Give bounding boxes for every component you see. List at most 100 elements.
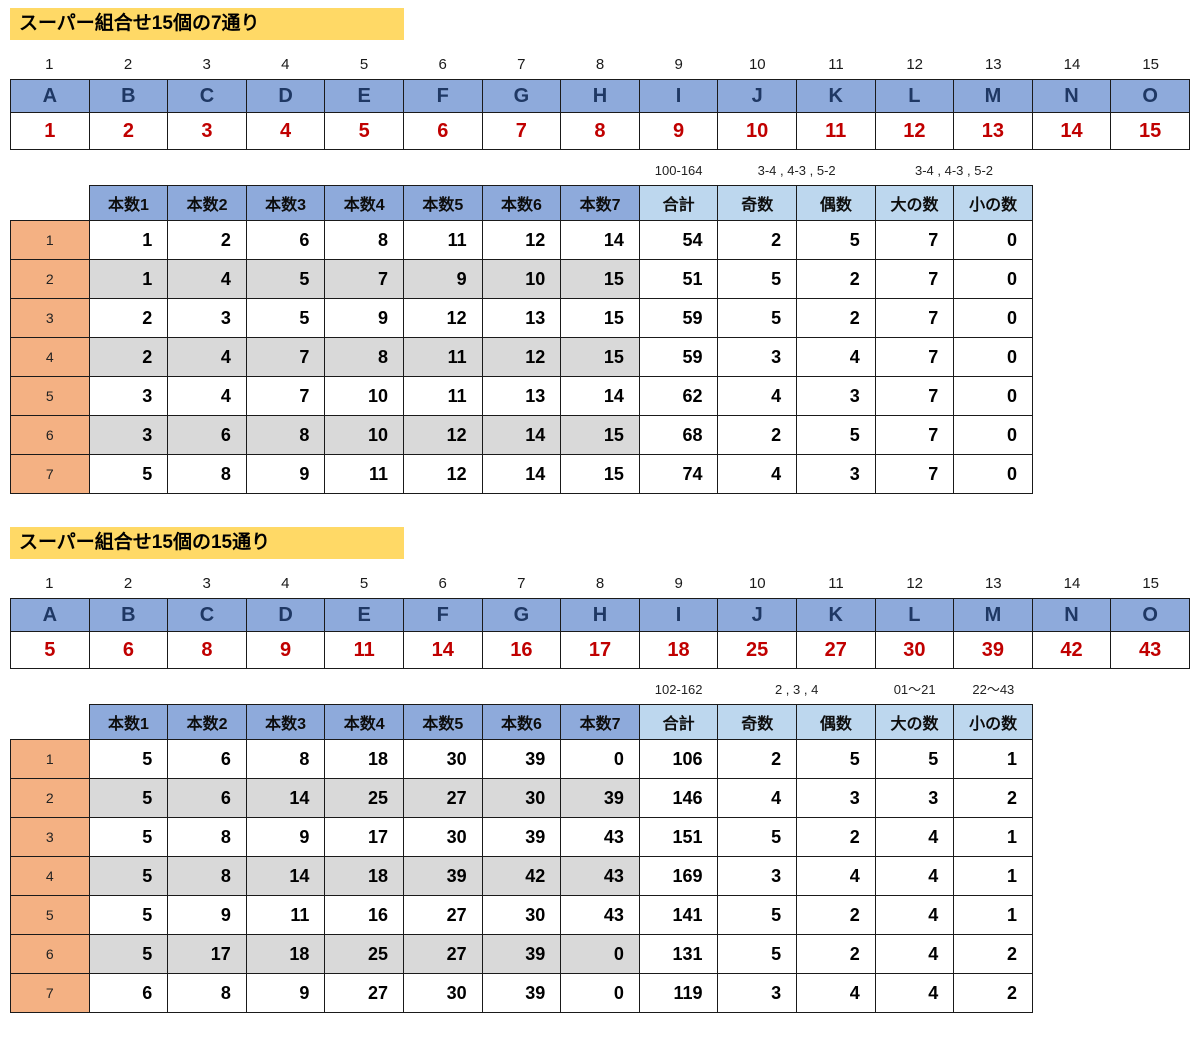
stat-cell[interactable]: 1: [953, 856, 1033, 896]
number-cell[interactable]: 5: [88, 934, 169, 974]
number-cell[interactable]: 18: [245, 934, 326, 974]
stat-cell[interactable]: 2: [796, 895, 876, 935]
row-label[interactable]: 7: [10, 454, 90, 494]
column-number-cell[interactable]: 9: [674, 575, 683, 592]
selected-number-cell[interactable]: 43: [1110, 631, 1190, 669]
stat-cell[interactable]: 4: [717, 376, 798, 416]
number-cell[interactable]: 9: [245, 973, 326, 1013]
number-cell[interactable]: 11: [403, 220, 483, 260]
number-cell[interactable]: 12: [403, 298, 483, 338]
number-cell[interactable]: 18: [324, 856, 405, 896]
number-cell[interactable]: 18: [324, 739, 405, 779]
number-cell[interactable]: 8: [167, 856, 247, 896]
selected-number-cell[interactable]: 8: [560, 112, 640, 150]
row-label[interactable]: 4: [10, 337, 90, 377]
stat-cell[interactable]: 2: [953, 934, 1033, 974]
stat-cell[interactable]: 59: [638, 337, 719, 377]
column-letter-cell[interactable]: H: [560, 598, 640, 632]
number-cell[interactable]: 6: [245, 220, 326, 260]
number-cell[interactable]: 27: [324, 973, 405, 1013]
column-letter-cell[interactable]: D: [245, 79, 326, 113]
table-header-cell[interactable]: 偶数: [796, 185, 876, 221]
number-cell[interactable]: 15: [560, 298, 640, 338]
stat-cell[interactable]: 5: [717, 259, 798, 299]
row-label[interactable]: 4: [10, 856, 90, 896]
stat-cell[interactable]: 4: [874, 973, 955, 1013]
table-header-cell[interactable]: 奇数: [717, 185, 798, 221]
stat-cell[interactable]: 7: [874, 298, 955, 338]
stat-cell[interactable]: 3: [717, 337, 798, 377]
stat-cell[interactable]: 0: [953, 220, 1033, 260]
row-label[interactable]: 1: [10, 739, 90, 779]
stat-cell[interactable]: 3: [796, 778, 876, 818]
selected-number-cell[interactable]: 25: [717, 631, 797, 669]
number-cell[interactable]: 9: [245, 454, 326, 494]
number-cell[interactable]: 39: [560, 778, 640, 818]
row-label[interactable]: 6: [10, 934, 90, 974]
selected-number-cell[interactable]: 6: [402, 112, 483, 150]
number-cell[interactable]: 3: [88, 376, 169, 416]
table-header-cell[interactable]: 本数1: [88, 185, 169, 221]
section-title[interactable]: スーパー組合せ15個の7通り: [10, 8, 404, 40]
column-number-cell[interactable]: 15: [1142, 56, 1159, 73]
stat-note[interactable]: 3-4 , 4-3 , 5-2: [914, 163, 994, 178]
number-cell[interactable]: 12: [403, 415, 483, 455]
row-label[interactable]: 3: [10, 298, 90, 338]
selected-number-cell[interactable]: 42: [1031, 631, 1112, 669]
stat-note[interactable]: 100-164: [654, 163, 703, 178]
stat-cell[interactable]: 2: [717, 220, 798, 260]
column-number-cell[interactable]: 8: [595, 56, 605, 73]
number-cell[interactable]: 15: [560, 415, 640, 455]
number-cell[interactable]: 4: [167, 376, 247, 416]
number-cell[interactable]: 8: [167, 817, 247, 857]
column-letter-cell[interactable]: B: [88, 79, 169, 113]
column-number-cell[interactable]: 11: [828, 575, 844, 592]
column-number-cell[interactable]: 6: [438, 575, 447, 592]
column-letter-cell[interactable]: H: [560, 79, 640, 113]
stat-cell[interactable]: 0: [953, 376, 1033, 416]
number-cell[interactable]: 0: [560, 739, 640, 779]
column-number-cell[interactable]: 3: [202, 575, 211, 592]
number-cell[interactable]: 39: [403, 856, 483, 896]
column-letter-cell[interactable]: B: [88, 598, 169, 632]
number-cell[interactable]: 43: [560, 895, 640, 935]
stat-cell[interactable]: 3: [796, 454, 876, 494]
number-cell[interactable]: 15: [560, 454, 640, 494]
stat-cell[interactable]: 51: [638, 259, 719, 299]
number-cell[interactable]: 12: [481, 220, 562, 260]
stat-cell[interactable]: 62: [638, 376, 719, 416]
column-letter-cell[interactable]: L: [874, 598, 955, 632]
stat-cell[interactable]: 4: [874, 817, 955, 857]
number-cell[interactable]: 5: [88, 778, 169, 818]
column-letter-cell[interactable]: A: [10, 598, 90, 632]
column-letter-cell[interactable]: G: [481, 598, 562, 632]
table-header-cell[interactable]: 本数7: [560, 185, 640, 221]
column-number-cell[interactable]: 5: [359, 56, 369, 73]
stat-cell[interactable]: 2: [796, 298, 876, 338]
table-header-cell[interactable]: 本数4: [324, 704, 405, 740]
column-letter-cell[interactable]: E: [324, 79, 404, 113]
number-cell[interactable]: 30: [403, 739, 483, 779]
stat-cell[interactable]: 0: [953, 298, 1033, 338]
stat-cell[interactable]: 151: [638, 817, 719, 857]
column-letter-cell[interactable]: J: [717, 79, 797, 113]
column-number-cell[interactable]: 15: [1142, 575, 1159, 592]
number-cell[interactable]: 14: [481, 454, 562, 494]
table-header-cell[interactable]: 本数5: [403, 185, 483, 221]
stat-cell[interactable]: 7: [874, 415, 955, 455]
column-letter-cell[interactable]: C: [167, 598, 247, 632]
stat-cell[interactable]: 5: [796, 415, 876, 455]
selected-number-cell[interactable]: 8: [167, 631, 247, 669]
column-letter-cell[interactable]: I: [638, 79, 719, 113]
column-number-cell[interactable]: 12: [906, 575, 923, 592]
selected-number-cell[interactable]: 5: [10, 631, 90, 669]
number-cell[interactable]: 5: [88, 895, 169, 935]
number-cell[interactable]: 39: [481, 817, 562, 857]
column-number-cell[interactable]: 1: [45, 56, 54, 73]
column-number-cell[interactable]: 6: [438, 56, 447, 73]
selected-number-cell[interactable]: 17: [560, 631, 640, 669]
column-letter-cell[interactable]: F: [402, 79, 483, 113]
number-cell[interactable]: 11: [403, 376, 483, 416]
number-cell[interactable]: 17: [167, 934, 247, 974]
number-cell[interactable]: 30: [481, 895, 562, 935]
